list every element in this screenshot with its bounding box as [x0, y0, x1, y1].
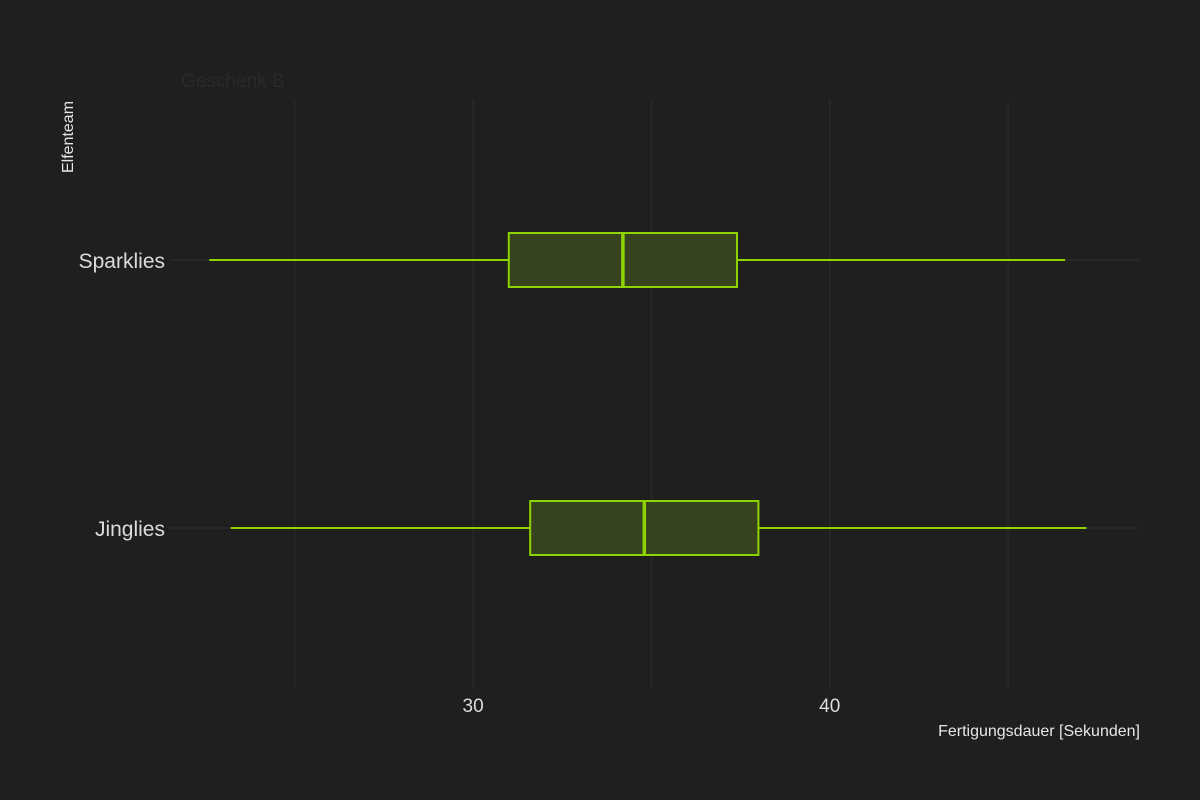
grid-layer: [170, 100, 1140, 690]
x-tick-label: 30: [463, 696, 484, 717]
box-layer: [209, 232, 1087, 556]
category-label: Sparklies: [79, 250, 165, 273]
label-layer: Sparklies Jinglies 30 40: [79, 250, 841, 717]
x-tick-label: 40: [819, 696, 840, 717]
y-axis-title: Elfenteam: [60, 101, 77, 173]
x-axis-title: Fertigungsdauer [Sekunden]: [938, 723, 1140, 740]
category-label: Jinglies: [95, 518, 165, 541]
chart-title: Geschenk B: [181, 71, 285, 92]
